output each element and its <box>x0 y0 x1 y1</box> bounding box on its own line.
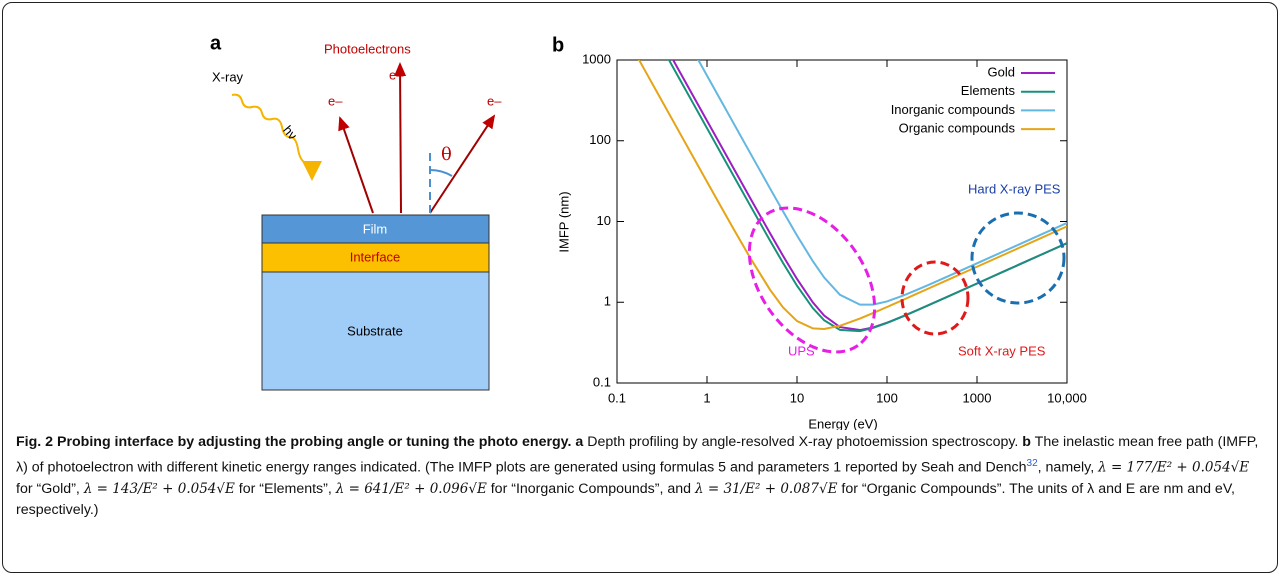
caption-text: , namely, <box>1037 459 1099 476</box>
series-line <box>667 60 1067 333</box>
caption-text: for “Inorganic Compounds”, and <box>486 480 695 497</box>
electron-label: e– <box>389 67 404 82</box>
x-tick-label: 1000 <box>963 390 992 405</box>
formula: λ = 31/E² + 0.087√E <box>695 480 838 497</box>
plot: 0.1 1 10 100 1000 10,000 0.1 1 10 100 1000 Gold Elem… <box>582 51 1087 405</box>
legend-label: Inorganic compounds <box>891 102 1016 117</box>
y-tick-label: 1000 <box>582 51 611 66</box>
film-layer <box>261 214 490 244</box>
y-tick-label: 10 <box>597 213 611 228</box>
formula: λ = 641/E² + 0.096√E <box>335 480 487 497</box>
soft-xray-region <box>900 260 970 336</box>
y-tick-label: 100 <box>589 132 611 147</box>
figure: a X-ray hν Photoelectrons e– e– e– θ Fil… <box>210 32 1087 430</box>
caption-text: for “Gold”, <box>16 480 84 497</box>
xray-wave <box>231 93 322 181</box>
series-line <box>637 60 1067 330</box>
caption-b-label: b <box>1022 434 1031 450</box>
layer-label: Film <box>363 221 388 236</box>
x-tick-label: 10 <box>790 390 804 405</box>
x-axis-label: Energy (eV) <box>808 416 877 430</box>
photoelectrons-label: Photoelectrons <box>324 41 411 56</box>
theta-label: θ <box>441 144 452 165</box>
electron-arrow <box>338 116 374 214</box>
caption: Fig. 2 Probing interface by adjusting th… <box>16 432 1268 521</box>
series-line <box>697 60 1067 306</box>
electron-arrow <box>394 62 407 214</box>
electron-label: e– <box>487 93 502 108</box>
caption-text: Depth profiling by angle-resolved X-ray … <box>583 434 1019 450</box>
annotation: UPS <box>788 343 815 358</box>
layer-label: Substrate <box>347 323 403 338</box>
caption-text: The inelastic mean free path (IMFP, λ) o… <box>16 434 1259 476</box>
caption-title: Probing interface by adjusting the probi… <box>57 434 572 450</box>
caption-text: for “Elements”, <box>234 480 336 497</box>
theta-arc <box>429 168 453 177</box>
y-axis-label: IMFP (nm) <box>556 191 571 252</box>
xray-label: X-ray <box>212 69 244 84</box>
plot-frame <box>616 59 1068 384</box>
formula: λ = 143/E² + 0.054√E <box>83 480 235 497</box>
hv-label: hν <box>280 122 300 142</box>
hard-xray-region <box>970 211 1066 305</box>
formula: λ = 177/E² + 0.054√E <box>1098 459 1250 476</box>
series-group <box>637 60 1067 333</box>
electron-arrow <box>429 114 496 214</box>
x-tick-label: 0.1 <box>608 390 626 405</box>
caption-text: for “Organic Compounds”. The units of λ … <box>16 480 1235 518</box>
x-tick-label: 100 <box>876 390 898 405</box>
annotation: Soft X-ray PES <box>958 343 1046 358</box>
legend-label: Organic compounds <box>899 121 1016 136</box>
panel-label: b <box>552 34 564 56</box>
substrate-layer <box>261 271 490 391</box>
annotation: Hard X-ray PES <box>968 181 1061 196</box>
caption-figure: Fig. 2 <box>16 434 54 450</box>
y-tick-label: 0.1 <box>593 374 611 389</box>
electron-label: e– <box>328 93 343 108</box>
x-tick-label: 10,000 <box>1047 390 1087 405</box>
panel-label: a <box>210 32 222 54</box>
caption-a-label: a <box>575 434 584 450</box>
reference[interactable]: 32 <box>1026 458 1038 469</box>
y-tick-label: 1 <box>604 294 611 309</box>
legend-label: Gold <box>988 64 1015 79</box>
legend-label: Elements <box>961 83 1016 98</box>
x-tick-label: 1 <box>703 390 710 405</box>
ups-region <box>747 206 877 354</box>
layer-label: Interface <box>350 249 401 264</box>
